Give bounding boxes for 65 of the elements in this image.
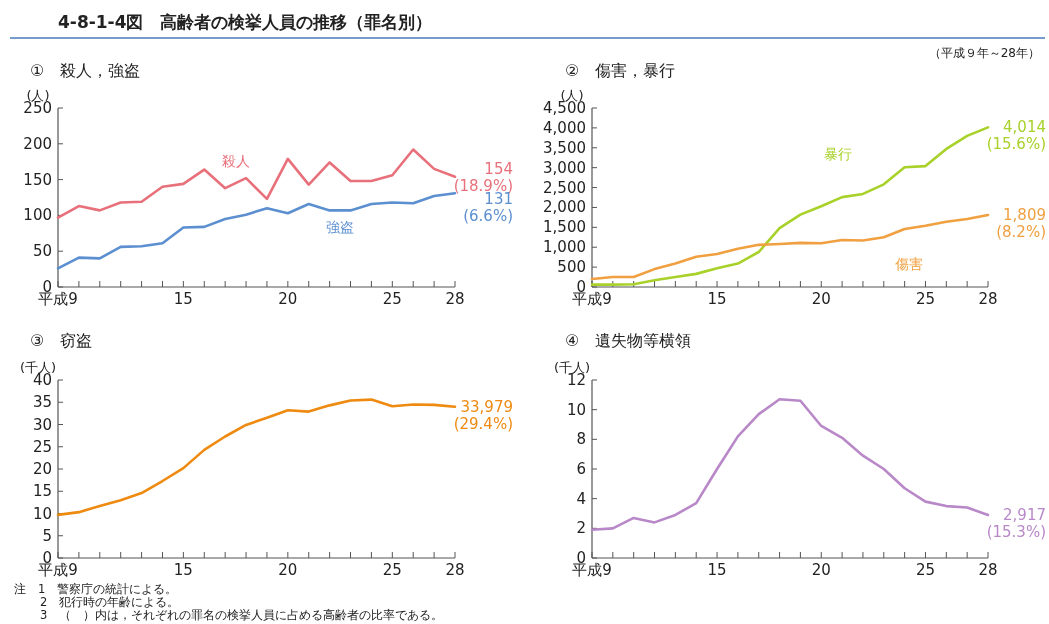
x-tick-label: 20 [811,290,831,308]
y-axis-title: (千人) [19,360,57,375]
line-series [56,148,457,219]
y-tick-label: 10 [32,504,52,523]
y-tick-label: 1,000 [543,238,586,257]
x-tick-label: 28 [445,561,465,579]
x-tick-label: 28 [978,561,998,579]
y-tick-label: 20 [32,460,52,478]
y-tick-label: 35 [32,393,52,412]
text: 注 1 警察庁の統計による。 [14,582,178,596]
x-tick-label: 28 [978,290,998,308]
x-tick-label: 15 [707,290,727,308]
x-tick-label: 20 [811,561,831,579]
y-tick-label: 1,500 [543,218,586,237]
chart-title: ③ 窃盗 [30,331,93,350]
y-tick-label: 2 [576,519,586,538]
y-tick-label: 500 [557,258,586,277]
x-tick-label: 15 [173,561,193,579]
y-tick-label: 200 [23,134,52,153]
y-tick-label: 3,000 [543,158,586,177]
text: （平成９年～28年） [928,46,1040,60]
line-series [590,213,990,281]
annotation: 2,917 (15.3%) [986,505,1046,541]
y-tick-label: 8 [576,430,586,449]
y-tick-label: 25 [32,437,52,456]
chart-title: ④ 遺失物等横領 [565,331,692,350]
y-tick-label: 100 [23,206,52,225]
text: 3 （ ）内は，それぞれの罪名の検挙人員に占める高齢者の比率である。 [40,608,444,622]
y-axis-title: (千人) [553,360,591,375]
x-tick-label: 15 [173,290,193,308]
x-tick-label: 25 [915,561,936,579]
x-tick-label: 28 [445,290,465,308]
chart-title: ② 傷害，暴行 [565,61,676,80]
series-label: 強盗 [326,219,355,236]
y-tick-label: 2,000 [543,198,586,217]
y-tick-label: 2,500 [543,178,586,197]
line-series [56,398,457,517]
line-series [590,397,990,532]
y-tick-label: 15 [32,482,52,501]
annotation: 33,979 (29.4%) [453,397,513,433]
y-tick-label: 3,500 [543,138,586,157]
x-tick-label: 25 [382,290,402,308]
y-tick-label: 5 [42,526,52,545]
chart-title: ① 殺人，強盗 [30,61,141,80]
y-tick-label: 50 [32,242,52,261]
x-tick-label: 20 [278,290,298,308]
x-tick-label: 25 [382,561,402,579]
text: 2 犯行時の年齢による。 [40,595,180,609]
text: 暴行 [823,146,852,163]
y-tick-label: 150 [23,170,52,189]
text: 4-8-1-4図 高齢者の検挙人員の推移（罪名別） [58,12,433,32]
x-tick-label: 15 [707,561,727,579]
data-label: 154 (18.9%) [453,159,513,195]
y-tick-label: 6 [576,460,586,478]
series-label: 傷害 [893,255,923,272]
data-label: 4,014 (15.6%) [986,118,1046,154]
y-tick-label: 4,000 [543,118,586,137]
x-tick-label: 20 [278,561,298,579]
line-series [56,191,457,270]
series-label: 殺人 [221,153,250,170]
y-tick-label: 30 [32,415,52,434]
y-tick-label: 4 [576,489,586,508]
data-label: 1,809 (8.2%) [996,206,1046,242]
y-tick-label: 10 [566,400,586,419]
x-tick-label: 25 [915,290,936,308]
